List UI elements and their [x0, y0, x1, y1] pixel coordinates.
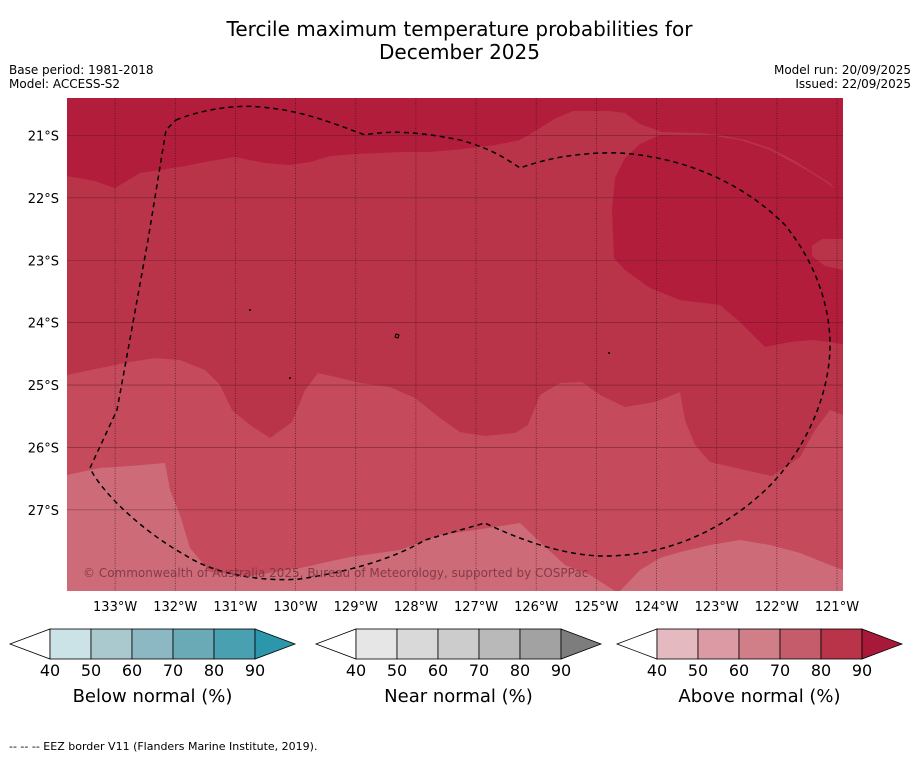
colorbar-near: 40 50 60 70 80 90: [316, 629, 601, 680]
colorbar-extension-low: [316, 629, 356, 659]
lon-label: 129°W: [334, 600, 378, 615]
colorbar-extension-high: [255, 629, 295, 659]
lon-label: 125°W: [574, 600, 618, 615]
island-marker: [249, 309, 251, 311]
lat-label: 24°S: [28, 317, 59, 332]
colorbar-tick-label: 60: [122, 661, 142, 680]
colorbar-segment: [438, 629, 479, 659]
colorbar-tick-label: 50: [81, 661, 101, 680]
lat-label: 26°S: [28, 441, 59, 456]
latitude-labels: 21°S 22°S 23°S 24°S 25°S 26°S 27°S: [28, 129, 59, 518]
lon-label: 126°W: [514, 600, 558, 615]
colorbar-segment: [520, 629, 561, 659]
colorbar-tick-label: 80: [204, 661, 224, 680]
lon-label: 130°W: [274, 600, 318, 615]
colorbar-segment: [657, 629, 698, 659]
colorbar-extension-high: [862, 629, 902, 659]
lat-label: 27°S: [28, 504, 59, 519]
colorbar-segment: [50, 629, 91, 659]
colorbar-title-above: Above normal (%): [617, 686, 902, 707]
colorbar-below: 40 50 60 70 80 90: [10, 629, 295, 680]
lat-label: 23°S: [28, 254, 59, 269]
colorbar-extension-high: [561, 629, 601, 659]
colorbar-tick-label: 40: [40, 661, 60, 680]
colorbar-segment: [698, 629, 739, 659]
colorbar-segment: [132, 629, 173, 659]
colorbar-tick-label: 50: [387, 661, 407, 680]
lon-label: 122°W: [755, 600, 799, 615]
copyright-note: © Commonwealth of Australia 2025, Bureau…: [83, 566, 588, 580]
lon-label: 124°W: [634, 600, 678, 615]
longitude-labels: 133°W 132°W 131°W 130°W 129°W 128°W 127°W 126°W…: [93, 600, 859, 615]
colorbar-title-near: Near normal (%): [316, 686, 601, 707]
lon-label: 132°W: [153, 600, 197, 615]
footnote: -- -- -- EEZ border V11 (Flanders Marine…: [9, 740, 317, 753]
colorbar-tick-label: 80: [811, 661, 831, 680]
colorbar-above: 40 50 60 70 80 90: [617, 629, 902, 680]
colorbar-extension-low: [10, 629, 50, 659]
lon-label: 123°W: [695, 600, 739, 615]
colorbar-extension-low: [617, 629, 657, 659]
island-marker: [608, 352, 610, 354]
colorbar-segment: [91, 629, 132, 659]
colorbar-tick-label: 50: [688, 661, 708, 680]
lon-label: 128°W: [394, 600, 438, 615]
colorbar-tick-label: 70: [469, 661, 489, 680]
colorbar-tick-label: 90: [245, 661, 265, 680]
lat-label: 22°S: [28, 192, 59, 207]
lon-label: 121°W: [815, 600, 859, 615]
colorbar-tick-label: 70: [163, 661, 183, 680]
colorbar-segment: [780, 629, 821, 659]
probability-map: © Commonwealth of Australia 2025, Bureau…: [0, 0, 919, 740]
colorbar-segment: [821, 629, 862, 659]
colorbar-tick-label: 70: [770, 661, 790, 680]
map-fill-regions: [67, 98, 843, 591]
colorbar-tick-label: 40: [346, 661, 366, 680]
lon-label: 131°W: [213, 600, 257, 615]
colorbar-segment: [173, 629, 214, 659]
colorbar-segment: [397, 629, 438, 659]
colorbar-tick-label: 60: [428, 661, 448, 680]
colorbar-tick-label: 40: [647, 661, 667, 680]
colorbar-title-below: Below normal (%): [10, 686, 295, 707]
island-marker: [289, 377, 291, 379]
lat-label: 21°S: [28, 129, 59, 144]
lat-label: 25°S: [28, 379, 59, 394]
lon-label: 127°W: [454, 600, 498, 615]
lon-label: 133°W: [93, 600, 137, 615]
colorbar-tick-label: 90: [852, 661, 872, 680]
colorbar-segment: [214, 629, 255, 659]
colorbar-tick-label: 90: [551, 661, 571, 680]
colorbars: 40 50 60 70 80 90 40 50 60 70 80 90 40 50 60 70 80 90: [10, 629, 902, 680]
colorbar-tick-label: 80: [510, 661, 530, 680]
colorbar-segment: [739, 629, 780, 659]
colorbar-tick-label: 60: [729, 661, 749, 680]
colorbar-segment: [479, 629, 520, 659]
colorbar-segment: [356, 629, 397, 659]
